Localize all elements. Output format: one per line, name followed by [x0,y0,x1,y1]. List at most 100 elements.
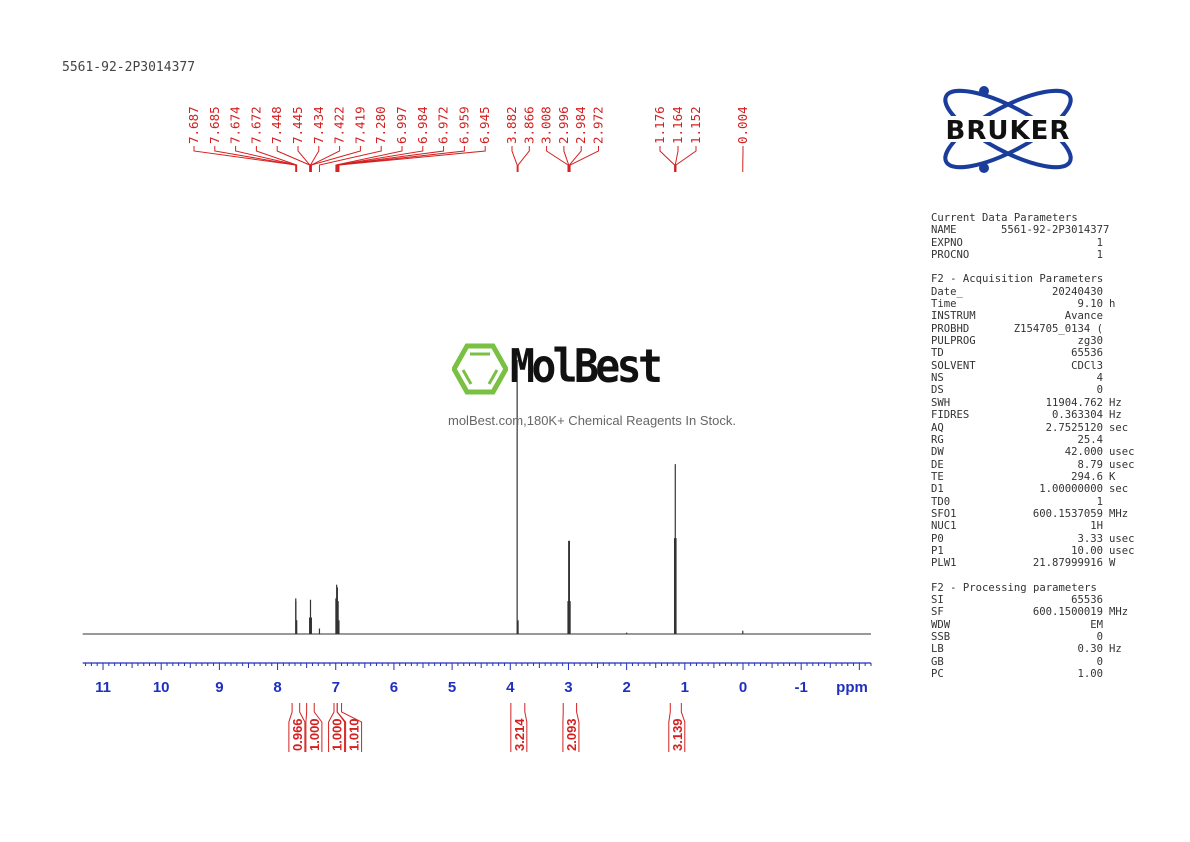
parameter-key: DE [931,458,944,471]
parameter-key: SF [931,606,944,619]
peak-label-connector [310,146,341,172]
x-axis-label: ppm [836,679,868,696]
parameter-row: DW 42.000 usec [931,446,1141,458]
parameter-value: 1 [1096,495,1103,508]
parameters-panel: Current Data Parameters NAME 5561-92-2P301… [931,212,1141,680]
parameter-row: DE 8.79 usec [931,459,1141,471]
parameter-unit [1103,631,1109,643]
peak-label-connector [297,146,311,172]
peak-label: 7.445 [290,106,305,144]
parameter-value: 20240430 [1051,285,1103,298]
x-tick-label: 4 [506,679,515,696]
parameter-key: PROBHD [931,322,970,335]
parameter-key: PC [931,668,944,681]
parameter-unit: K [1109,470,1116,483]
parameter-value: 0 [1096,655,1103,668]
parameter-key: SFO1 [931,507,957,520]
parameter-row: NUC1 1H [931,520,1141,532]
parameter-value: 25.4 [1077,433,1103,446]
peak-label-connector [235,146,298,172]
peak-label-connector [563,146,570,172]
peak-label-connector [517,146,530,172]
peak-label: 7.422 [332,106,347,144]
peak-label: 3.008 [539,106,554,144]
parameter-row: EXPNO 1 [931,237,1141,249]
integral-value: 1.000 [330,718,345,751]
integral-bracket-left [305,703,308,752]
peak-label-connector [675,146,697,172]
peak-label-connector [569,146,599,172]
parameter-value: 2.7525120 [1045,421,1103,434]
benzene-logo-icon [451,343,509,395]
peak-label-connector [546,146,569,172]
parameter-value: 42.000 [1064,446,1103,459]
parameter-row: P0 3.33 usec [931,533,1141,545]
parameter-row: AQ 2.7525120 sec [931,422,1141,434]
x-tick-label: 0 [739,679,747,696]
parameter-value: 4 [1096,372,1103,385]
parameter-row: PLW1 21.87999916 W [931,557,1141,569]
peak-label: 6.997 [394,106,409,144]
x-tick-label: 5 [448,679,456,696]
parameter-key: AQ [931,421,944,434]
parameter-row: PROBHD Z154705_0134 ( [931,323,1141,335]
parameter-unit [1103,249,1109,261]
peak-label-connector [336,146,424,172]
parameter-value: 65536 [1071,347,1103,360]
peak-label: 3.866 [521,106,536,144]
peak-label-connector [214,146,297,172]
parameter-key: FIDRES [931,409,970,422]
x-tick-label: 6 [390,679,398,696]
parameter-unit [1103,286,1109,298]
parameter-row: SWH 11904.762 Hz [931,397,1141,409]
parameter-row: TE 294.6 K [931,471,1141,483]
parameter-row: SSB 0 [931,631,1141,643]
integral-bracket-right [524,703,528,752]
parameter-value: 0 [1096,384,1103,397]
peak-label: 7.419 [352,106,367,144]
parameter-key: PULPROG [931,335,976,348]
integral-bracket-left [668,703,671,752]
svg-text:BRUKER: BRUKER [946,116,1071,146]
parameter-value: 0.30 [1077,643,1103,656]
parameter-row: NAME 5561-92-2P3014377 [931,224,1141,236]
integral-value: 2.093 [564,718,579,751]
integral-value: 1.000 [307,718,322,751]
parameter-unit [1103,360,1109,372]
parameter-value: 1 [1096,236,1103,249]
parameter-row: D1 1.00000000 sec [931,483,1141,495]
parameter-key: PLW1 [931,557,957,570]
parameter-value: EM [1090,618,1103,631]
parameter-row: PROCNO 1 [931,249,1141,261]
peak-label-connector [255,146,298,172]
x-tick-label: 9 [215,679,223,696]
peak-label: 7.434 [311,106,326,144]
parameter-section-heading: F2 - Acquisition Parameters [931,273,1104,286]
parameter-key: DW [931,446,944,459]
parameter-unit [1103,619,1109,631]
parameter-unit [1103,656,1109,668]
parameter-row: LB 0.30 Hz [931,643,1141,655]
parameter-section-heading: Current Data Parameters [931,212,1078,224]
peak-label: 6.972 [436,106,451,144]
parameter-value: 1.00 [1077,668,1103,681]
parameter-value: 10.00 [1071,544,1103,557]
parameter-value: CDCl3 [1071,359,1103,372]
parameter-value: Z154705_0134 ( [1013,322,1103,335]
x-tick-label: 10 [153,679,170,696]
integral-bracket-right [680,703,686,752]
parameter-row: INSTRUM Avance [931,310,1141,322]
x-tick-label: 2 [622,679,630,696]
peak-label: 7.672 [248,106,263,144]
peak-label: 7.280 [373,106,388,144]
parameter-value: 1H [1090,520,1103,533]
x-tick-label: 8 [273,679,281,696]
parameter-unit: h [1109,298,1116,311]
parameter-row: DS 0 [931,384,1141,396]
parameter-value: 11904.762 [1045,396,1103,409]
parameter-unit [1103,224,1109,236]
parameter-unit [1103,434,1109,446]
parameter-unit: usec [1109,544,1135,557]
x-tick-label: 7 [332,679,340,696]
